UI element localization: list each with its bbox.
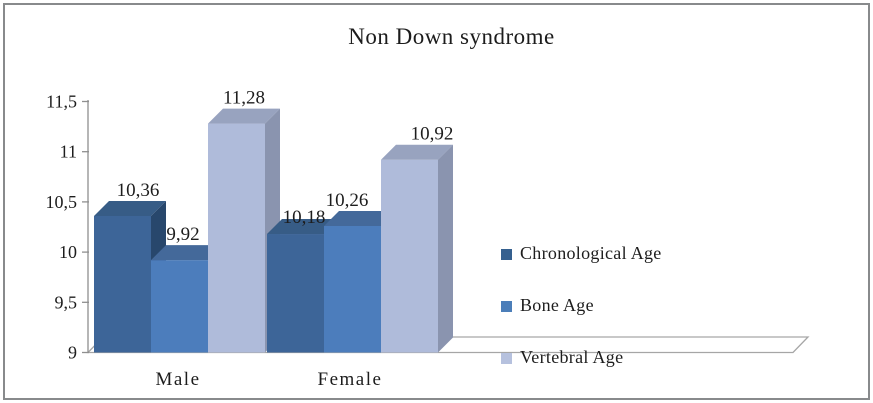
bar-top-face bbox=[267, 219, 339, 235]
legend-label: Chronological Age bbox=[520, 243, 662, 263]
chart-title: Non Down syndrome bbox=[348, 24, 555, 49]
y-axis-tick-label: 9,5 bbox=[55, 292, 78, 312]
bar-value-label: 10,36 bbox=[117, 180, 160, 201]
y-axis-tick-label: 11,5 bbox=[46, 92, 77, 112]
bar-value-label: 10,18 bbox=[283, 207, 326, 228]
y-axis-tick-label: 10,5 bbox=[46, 192, 78, 212]
y-axis-tick-label: 10 bbox=[59, 242, 77, 262]
bar-top-face bbox=[208, 108, 280, 124]
bar-top-face bbox=[94, 200, 166, 216]
category-label: Male bbox=[155, 369, 200, 390]
legend-swatch-vertebral-age bbox=[501, 353, 512, 364]
legend-item-chronological-age: Chronological Age bbox=[501, 243, 662, 263]
y-axis-tick-label: 9 bbox=[68, 343, 77, 363]
bar-front-face bbox=[267, 234, 324, 353]
bar-vertebral-age-male bbox=[208, 108, 280, 353]
legend-swatch-bone-age bbox=[501, 301, 512, 312]
legend-swatch-chronological-age bbox=[501, 249, 512, 260]
y-axis-tick-label: 11 bbox=[60, 142, 77, 162]
bar-top-face bbox=[151, 245, 223, 261]
legend: Chronological Age Bone Age Vertebral Age bbox=[501, 243, 662, 399]
bar-value-label: 9,92 bbox=[166, 224, 199, 245]
bar-front-face bbox=[151, 260, 208, 353]
bar-front-face bbox=[324, 225, 381, 353]
bar-value-label: 11,28 bbox=[223, 88, 265, 109]
legend-label: Vertebral Age bbox=[520, 347, 624, 367]
legend-item-vertebral-age: Vertebral Age bbox=[501, 347, 662, 367]
legend-item-bone-age: Bone Age bbox=[501, 295, 662, 315]
bar-vertebral-age-female bbox=[381, 144, 453, 353]
bar-front-face bbox=[208, 123, 265, 353]
bar-value-label: 10,92 bbox=[411, 124, 454, 145]
bar-side-face bbox=[438, 144, 453, 353]
bar-front-face bbox=[381, 159, 438, 353]
bar-front-face bbox=[94, 215, 151, 353]
bar-value-label: 10,26 bbox=[326, 190, 369, 211]
bar-top-face bbox=[381, 144, 453, 160]
bar-top-face bbox=[324, 210, 396, 226]
category-label: Female bbox=[318, 369, 383, 390]
legend-label: Bone Age bbox=[520, 295, 594, 315]
